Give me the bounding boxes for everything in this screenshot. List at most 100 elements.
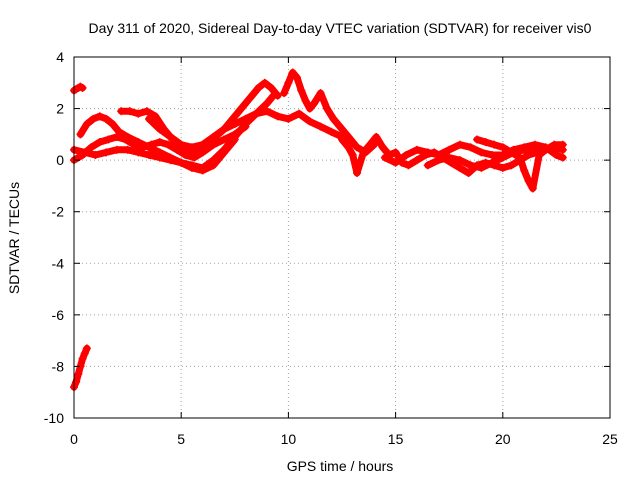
data-point-marker <box>455 140 464 149</box>
x-tick-label: 15 <box>388 431 404 447</box>
data-point-marker <box>198 140 207 149</box>
data-point-marker <box>267 83 276 92</box>
y-tick-label: 4 <box>56 49 64 65</box>
data-point-marker <box>166 132 175 141</box>
data-point-marker <box>338 135 346 144</box>
data-point-marker <box>423 161 432 170</box>
data-point-marker <box>509 148 518 157</box>
data-point-marker <box>125 107 134 116</box>
data-point-marker <box>80 349 89 358</box>
y-tick-label: -6 <box>52 307 65 323</box>
x-tick-labels: 0 5 10 15 20 25 <box>70 431 618 447</box>
data-point-marker <box>164 140 173 149</box>
data-point-marker <box>123 145 132 154</box>
data-point-marker <box>541 145 550 154</box>
data-point-marker <box>102 148 111 157</box>
data-point-marker <box>413 145 422 154</box>
data-point-marker <box>209 140 218 149</box>
data-point-marker <box>284 78 293 87</box>
data-point-marker <box>155 153 164 162</box>
data-point-marker <box>237 104 246 113</box>
data-point-marker <box>455 163 464 172</box>
data-point-marker <box>402 150 411 159</box>
data-point-marker <box>76 130 85 139</box>
data-point-marker <box>220 135 229 144</box>
x-tick-label: 20 <box>495 431 511 447</box>
y-tick-labels: -10 -8 -6 -4 -2 0 2 4 <box>44 49 64 426</box>
data-point-marker <box>445 145 454 154</box>
data-point-marker <box>147 140 156 149</box>
data-point-marker <box>524 176 533 185</box>
data-point-marker <box>488 158 497 167</box>
data-point-marker <box>280 89 289 98</box>
data-point-marker <box>82 344 91 353</box>
data-point-marker <box>464 169 473 178</box>
data-point-marker <box>78 150 87 159</box>
data-point-marker <box>295 109 304 118</box>
x-axis-label: GPS time / hours <box>287 458 394 474</box>
data-point-marker <box>359 148 368 157</box>
data-point-marker <box>445 153 454 162</box>
data-point-marker <box>473 135 482 144</box>
data-point-marker <box>520 145 529 154</box>
data-point-marker <box>87 143 96 152</box>
data-point-marker <box>550 140 559 149</box>
data-point-marker <box>404 161 413 170</box>
data-point-marker <box>372 132 381 141</box>
data-point-marker <box>95 138 104 147</box>
data-point-marker <box>177 140 186 149</box>
y-tick-label: -4 <box>52 255 65 271</box>
data-point-marker <box>305 104 314 113</box>
data-point-marker <box>413 156 422 165</box>
data-traces <box>70 68 567 392</box>
data-point-marker <box>82 120 91 129</box>
x-tick-label: 5 <box>177 431 185 447</box>
data-point-marker <box>391 148 400 157</box>
data-point-marker <box>273 112 282 121</box>
data-point-marker <box>241 122 250 131</box>
data-point-marker <box>305 117 314 126</box>
data-point-marker <box>310 99 319 108</box>
data-point-marker <box>262 107 271 116</box>
data-point-marker <box>558 140 567 149</box>
data-point-marker <box>145 114 154 123</box>
data-point-marker <box>102 114 111 123</box>
data-point-marker <box>254 83 263 92</box>
data-point-marker <box>78 354 87 363</box>
data-point-marker <box>498 143 507 152</box>
data-point-marker <box>528 184 537 193</box>
data-point-marker <box>380 153 389 162</box>
data-point-marker <box>155 125 164 134</box>
data-point-marker <box>322 104 331 113</box>
data-point-marker <box>378 143 387 152</box>
y-axis-label: SDTVAR / TECUs <box>6 182 22 294</box>
y-tick-label: -10 <box>44 410 64 426</box>
data-point-marker <box>134 109 143 118</box>
data-point-marker <box>198 148 207 157</box>
data-point-marker <box>466 161 475 170</box>
data-point-marker <box>488 150 497 159</box>
x-tick-label: 10 <box>281 431 297 447</box>
data-point-marker <box>78 83 87 92</box>
data-point-marker <box>273 91 282 100</box>
data-point-marker <box>220 145 229 154</box>
data-point-marker <box>260 78 269 87</box>
data-point-marker <box>297 86 306 95</box>
data-point-marker <box>209 132 218 141</box>
data-point-marker <box>292 73 301 82</box>
data-point-marker <box>74 370 83 379</box>
data-point-marker <box>230 120 239 129</box>
data-point-marker <box>507 161 516 170</box>
data-point-marker <box>344 143 353 152</box>
data-point-marker <box>104 135 113 144</box>
data-point-marker <box>344 132 353 141</box>
data-point-marker <box>477 163 486 172</box>
chart-title: Day 311 of 2020, Sidereal Day-to-day VTE… <box>89 20 592 36</box>
data-point-marker <box>481 138 490 147</box>
data-point-marker <box>198 163 207 172</box>
data-point-marker <box>172 145 181 154</box>
data-point-marker <box>230 130 239 139</box>
x-tick-label: 0 <box>70 431 78 447</box>
data-point-marker <box>151 112 160 121</box>
data-point-marker <box>89 114 98 123</box>
